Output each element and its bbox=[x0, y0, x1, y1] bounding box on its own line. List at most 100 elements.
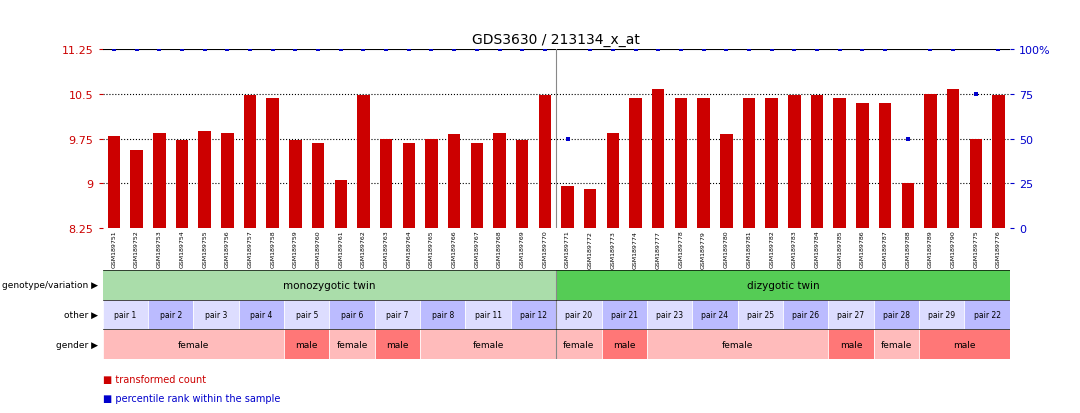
Text: ■ percentile rank within the sample: ■ percentile rank within the sample bbox=[103, 393, 280, 403]
Bar bbox=[267, 99, 279, 229]
Bar bbox=[511, 300, 556, 330]
Bar bbox=[516, 140, 528, 229]
Text: pair 6: pair 6 bbox=[341, 310, 363, 319]
Text: female: female bbox=[177, 340, 210, 349]
Text: genotype/variation ▶: genotype/variation ▶ bbox=[2, 280, 98, 290]
Text: pair 28: pair 28 bbox=[883, 310, 910, 319]
Text: pair 2: pair 2 bbox=[160, 310, 181, 319]
Bar bbox=[494, 133, 505, 229]
Bar bbox=[675, 99, 687, 229]
Bar bbox=[357, 96, 369, 229]
Bar bbox=[103, 270, 556, 300]
Point bbox=[446, 46, 463, 53]
Bar bbox=[335, 181, 347, 229]
Text: pair 20: pair 20 bbox=[565, 310, 593, 319]
Text: pair 3: pair 3 bbox=[205, 310, 227, 319]
Point bbox=[990, 46, 1008, 53]
Text: female: female bbox=[563, 340, 595, 349]
Text: female: female bbox=[336, 340, 368, 349]
Bar bbox=[811, 96, 823, 229]
Point bbox=[401, 46, 418, 53]
Bar bbox=[244, 96, 256, 229]
Bar bbox=[743, 99, 755, 229]
Text: pair 12: pair 12 bbox=[521, 310, 546, 319]
Point bbox=[219, 46, 237, 53]
Point bbox=[333, 46, 350, 53]
Text: male: male bbox=[840, 340, 862, 349]
Bar bbox=[738, 300, 783, 330]
Bar bbox=[970, 139, 982, 229]
Point bbox=[718, 46, 735, 53]
Bar bbox=[289, 140, 301, 229]
Bar bbox=[556, 270, 1010, 300]
Bar bbox=[103, 300, 148, 330]
Point bbox=[832, 46, 849, 53]
Bar bbox=[465, 300, 511, 330]
Text: pair 8: pair 8 bbox=[432, 310, 454, 319]
Point bbox=[899, 136, 916, 142]
Point bbox=[106, 46, 122, 53]
Bar bbox=[448, 135, 460, 229]
Bar bbox=[108, 136, 120, 229]
Point bbox=[877, 46, 894, 53]
Point bbox=[491, 46, 509, 53]
Bar bbox=[834, 99, 846, 229]
Bar bbox=[562, 187, 573, 229]
Bar bbox=[766, 99, 778, 229]
Bar bbox=[919, 300, 964, 330]
Bar bbox=[879, 103, 891, 229]
Bar bbox=[947, 90, 959, 229]
Bar bbox=[556, 330, 602, 359]
Point bbox=[378, 46, 395, 53]
Bar bbox=[788, 96, 800, 229]
Bar bbox=[103, 330, 284, 359]
Point bbox=[127, 46, 145, 53]
Text: female: female bbox=[472, 340, 504, 349]
Point bbox=[650, 46, 667, 53]
Bar bbox=[420, 330, 556, 359]
Bar bbox=[874, 300, 919, 330]
Text: pair 4: pair 4 bbox=[251, 310, 272, 319]
Bar bbox=[221, 133, 233, 229]
Bar bbox=[919, 330, 1010, 359]
Bar bbox=[652, 90, 664, 229]
Point bbox=[627, 46, 645, 53]
Bar bbox=[420, 300, 465, 330]
Bar bbox=[176, 141, 188, 229]
Bar bbox=[630, 99, 642, 229]
Point bbox=[287, 46, 305, 53]
Bar bbox=[783, 300, 828, 330]
Point bbox=[151, 46, 168, 53]
Bar bbox=[720, 135, 732, 229]
Bar bbox=[647, 330, 828, 359]
Bar bbox=[828, 330, 874, 359]
Text: pair 24: pair 24 bbox=[701, 310, 729, 319]
Point bbox=[741, 46, 758, 53]
Bar bbox=[153, 133, 165, 229]
Point bbox=[265, 46, 282, 53]
Text: ■ transformed count: ■ transformed count bbox=[103, 374, 205, 384]
Point bbox=[605, 46, 622, 53]
Point bbox=[514, 46, 531, 53]
Bar bbox=[602, 330, 647, 359]
Point bbox=[854, 46, 872, 53]
Point bbox=[242, 46, 259, 53]
Text: other ▶: other ▶ bbox=[64, 310, 98, 319]
Text: male: male bbox=[296, 340, 318, 349]
Text: dizygotic twin: dizygotic twin bbox=[746, 280, 820, 290]
Bar bbox=[698, 99, 710, 229]
Point bbox=[696, 46, 713, 53]
Text: pair 27: pair 27 bbox=[837, 310, 865, 319]
Bar bbox=[828, 300, 874, 330]
Bar bbox=[284, 300, 329, 330]
Text: gender ▶: gender ▶ bbox=[56, 340, 98, 349]
Text: female: female bbox=[721, 340, 754, 349]
Bar bbox=[584, 190, 596, 229]
Bar bbox=[924, 95, 936, 229]
Point bbox=[469, 46, 486, 53]
Text: pair 21: pair 21 bbox=[611, 310, 637, 319]
Text: pair 11: pair 11 bbox=[475, 310, 501, 319]
Bar bbox=[193, 300, 239, 330]
Point bbox=[968, 91, 985, 98]
Bar bbox=[403, 143, 415, 229]
